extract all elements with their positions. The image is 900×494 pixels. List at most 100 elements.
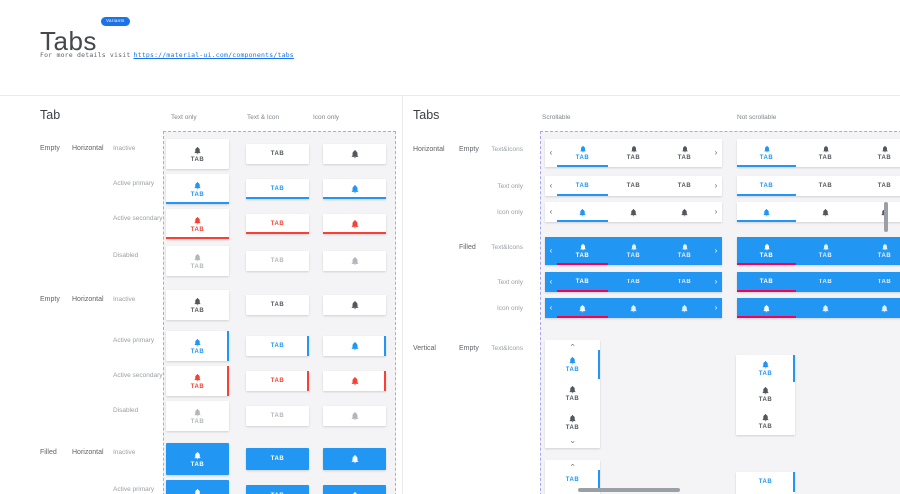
tab[interactable] [796,298,855,318]
tab[interactable] [323,179,386,199]
vertical-scrollbar-thumb[interactable] [884,202,888,232]
scroll-left-button[interactable]: ‹ [549,181,553,190]
tab[interactable]: TAB [796,272,855,292]
tab[interactable] [323,336,386,356]
tab[interactable]: TAB [246,371,309,391]
tab[interactable]: TAB [855,176,900,196]
tab[interactable]: TAB [166,401,229,431]
tab[interactable] [323,448,386,470]
tab[interactable] [855,298,900,318]
tab[interactable]: TAB [557,237,608,265]
tab[interactable]: TAB [166,331,229,361]
tab[interactable]: TAB [608,272,659,292]
tab[interactable]: TAB [737,237,796,265]
tab[interactable] [855,202,900,222]
tabs-section-heading: Tabs [413,108,440,122]
tab-label: TAB [190,461,205,468]
tab[interactable]: TAB [796,176,855,196]
tab[interactable]: TAB [246,485,309,494]
tab[interactable]: TAB [737,139,796,167]
tab[interactable]: TAB [796,139,855,167]
tab[interactable] [796,202,855,222]
tab[interactable]: TAB [659,237,710,265]
tab[interactable]: TAB [166,174,229,204]
tab[interactable] [323,485,386,494]
bell-icon [194,338,201,346]
tab[interactable]: TAB [246,251,309,271]
scroll-left-button[interactable]: ‹ [549,207,553,216]
tab[interactable]: TAB [659,176,710,196]
tab[interactable]: TAB [246,336,309,356]
scroll-right-button[interactable]: › [714,277,718,286]
tab[interactable]: TAB [246,179,309,199]
tab[interactable]: TAB [737,176,796,196]
tab[interactable]: TAB [166,480,229,494]
tab[interactable] [323,295,386,315]
docs-link[interactable]: https://material-ui.com/components/tabs [133,51,294,59]
tab[interactable]: TAB [608,139,659,167]
tab[interactable] [323,406,386,426]
scroll-left-button[interactable]: ‹ [549,303,553,312]
tab[interactable]: TAB [246,406,309,426]
tab[interactable]: TAB [545,379,600,408]
tab[interactable] [659,298,710,318]
tab[interactable]: TAB [796,237,855,265]
tab[interactable]: TAB [246,214,309,234]
tab[interactable]: TAB [246,295,309,315]
tab[interactable] [323,144,386,164]
bell-icon [194,216,201,224]
tab[interactable] [557,298,608,318]
scroll-left-button[interactable]: ‹ [549,148,553,157]
tab[interactable]: TAB [166,290,229,320]
tab[interactable]: TAB [736,355,795,382]
scroll-right-button[interactable]: › [714,246,718,255]
tab[interactable]: TAB [855,272,900,292]
tab[interactable] [608,202,659,222]
scroll-left-button[interactable]: ‹ [549,246,553,255]
scroll-right-button[interactable]: › [714,303,718,312]
tab[interactable]: TAB [545,350,600,379]
bell-icon [762,387,769,395]
tab[interactable]: TAB [545,408,600,437]
bell-icon [763,304,770,312]
scroll-right-button[interactable]: › [714,148,718,157]
tab[interactable]: TAB [557,139,608,167]
tab[interactable] [737,298,796,318]
horizontal-scrollbar-thumb[interactable] [578,488,680,492]
scroll-right-button[interactable]: › [714,181,718,190]
tab[interactable]: TAB [608,176,659,196]
tab[interactable] [737,202,796,222]
tab[interactable]: TAB [246,144,309,164]
scroll-down-button[interactable]: › [568,440,578,444]
tab[interactable]: TAB [545,470,600,490]
tab[interactable] [323,214,386,234]
tab[interactable]: TAB [166,246,229,276]
tab[interactable]: TAB [608,237,659,265]
tab[interactable]: TAB [166,139,229,169]
tab[interactable]: TAB [855,237,900,265]
tab[interactable]: TAB [246,448,309,470]
tab[interactable]: TAB [659,139,710,167]
tab[interactable]: TAB [659,272,710,292]
state-label: Active primary [113,486,155,493]
state-label: Disabled [113,407,139,414]
scroll-right-button[interactable]: › [714,207,718,216]
tab[interactable]: TAB [736,472,795,492]
tab[interactable]: TAB [736,408,795,435]
tab[interactable] [323,371,386,391]
tab[interactable]: TAB [166,366,229,396]
tab[interactable]: TAB [737,272,796,292]
tab[interactable]: TAB [557,176,608,196]
tab[interactable]: TAB [557,272,608,292]
tab[interactable] [557,202,608,222]
scrollable-tab-bar: ‹ TAB TAB TAB › [545,272,722,292]
tab[interactable]: TAB [166,209,229,239]
tab[interactable] [323,251,386,271]
tab[interactable]: TAB [736,382,795,409]
tab-bar [737,298,900,318]
tab[interactable]: TAB [166,443,229,475]
scroll-left-button[interactable]: ‹ [549,277,553,286]
tab[interactable] [659,202,710,222]
tab[interactable]: TAB [855,139,900,167]
tab[interactable] [608,298,659,318]
